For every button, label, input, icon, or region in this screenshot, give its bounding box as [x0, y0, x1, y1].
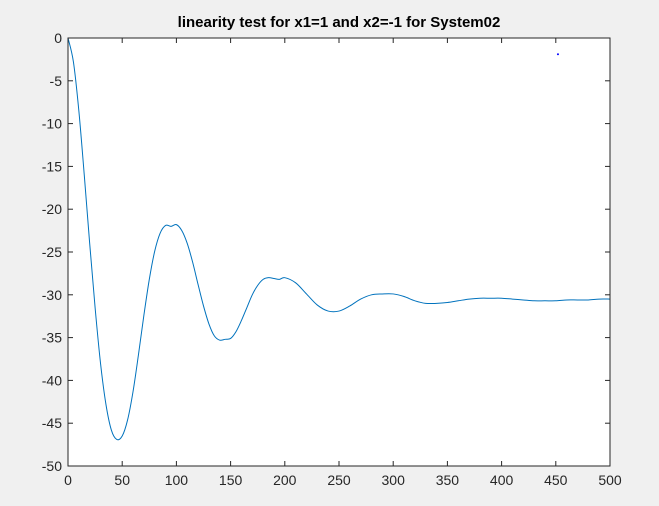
- x-tick-label: 300: [382, 472, 406, 488]
- x-tick-label: 100: [165, 472, 189, 488]
- axis-ticks: 0 50 100 150 200 250 300 350 400 450 500 0 -5 -10 -15 -…: [42, 30, 622, 488]
- chart-title: linearity test for x1=1 and x2=-1 for Sy…: [178, 14, 501, 31]
- series-line: [67, 37, 611, 441]
- x-tick-label: 50: [114, 472, 130, 488]
- x-tick-label: 350: [436, 472, 460, 488]
- data-point: [556, 53, 559, 56]
- plot-area: [67, 37, 611, 441]
- y-tick-label: -40: [42, 372, 62, 388]
- x-tick-label: 150: [219, 472, 243, 488]
- y-tick-label: -35: [42, 330, 62, 346]
- x-tick-label: 500: [598, 472, 622, 488]
- x-tick-label: 450: [544, 472, 568, 488]
- y-tick-label: -45: [42, 415, 62, 431]
- x-tick-label: 400: [490, 472, 514, 488]
- y-tick-label: -25: [42, 244, 62, 260]
- axes-background: [68, 38, 610, 466]
- y-tick-label: 0: [54, 30, 62, 46]
- y-tick-label: -50: [42, 458, 62, 474]
- x-tick-label: 250: [327, 472, 351, 488]
- y-tick-label: -30: [42, 287, 62, 303]
- y-tick-label: -15: [42, 158, 62, 174]
- x-tick-label: 200: [273, 472, 297, 488]
- x-tick-label: 0: [64, 472, 72, 488]
- y-tick-label: -20: [42, 201, 62, 217]
- axes-box: [67, 37, 611, 467]
- y-tick-label: -10: [42, 116, 62, 132]
- y-tick-label: -5: [50, 73, 63, 89]
